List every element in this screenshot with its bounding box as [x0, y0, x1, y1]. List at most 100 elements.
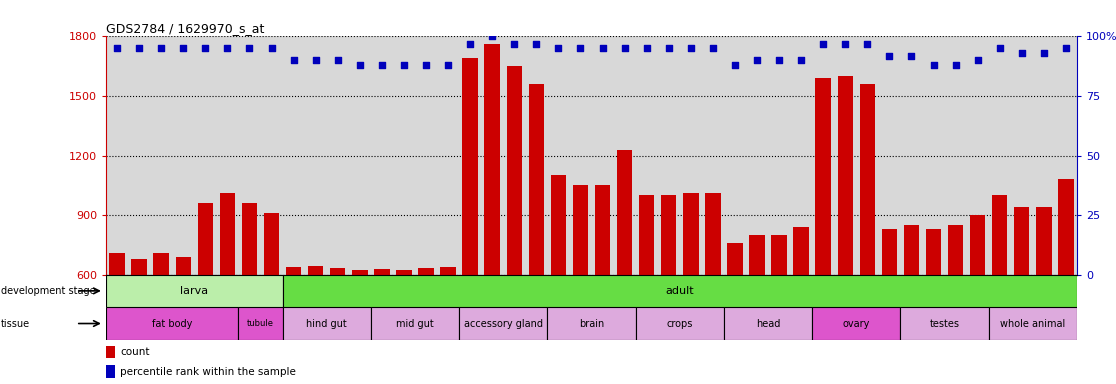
Bar [573, 185, 588, 384]
Point [704, 45, 722, 51]
Bar [816, 78, 831, 384]
Bar [1036, 207, 1051, 384]
Bar [1014, 207, 1029, 384]
Point [858, 41, 876, 47]
Point [637, 45, 655, 51]
Point [196, 45, 214, 51]
Bar [106, 307, 239, 340]
Bar [352, 270, 367, 384]
Point [924, 62, 942, 68]
Bar [728, 243, 742, 384]
Bar [308, 266, 324, 384]
Point [616, 45, 634, 51]
Bar [636, 307, 724, 340]
Bar [106, 275, 282, 307]
Point [1057, 45, 1075, 51]
Point [660, 45, 677, 51]
Point [969, 57, 987, 63]
Bar [239, 307, 282, 340]
Bar [242, 203, 257, 384]
Point [506, 41, 523, 47]
Bar [812, 307, 901, 340]
Bar [507, 66, 522, 384]
Point [329, 57, 347, 63]
Point [881, 53, 898, 59]
Point [350, 62, 368, 68]
Text: brain: brain [579, 318, 604, 329]
Bar [459, 307, 547, 340]
Text: percentile rank within the sample: percentile rank within the sample [121, 367, 296, 377]
Point [108, 45, 126, 51]
Bar [106, 366, 115, 378]
Bar [198, 203, 213, 384]
Point [528, 41, 546, 47]
Bar [947, 225, 963, 384]
Bar [550, 175, 566, 384]
Bar [970, 215, 985, 384]
Point [483, 33, 501, 40]
Text: fat body: fat body [152, 318, 192, 329]
Bar [154, 253, 169, 384]
Bar [617, 150, 633, 384]
Point [285, 57, 302, 63]
Bar [837, 76, 853, 384]
Point [131, 45, 148, 51]
Bar [175, 257, 191, 384]
Bar [462, 58, 478, 384]
Bar [724, 307, 812, 340]
Point [373, 62, 391, 68]
Point [152, 45, 170, 51]
Bar [661, 195, 676, 384]
Bar [418, 268, 434, 384]
Bar [859, 84, 875, 384]
Text: ovary: ovary [843, 318, 870, 329]
Bar [749, 235, 764, 384]
Text: mid gut: mid gut [396, 318, 434, 329]
Point [549, 45, 567, 51]
Bar [263, 213, 279, 384]
Bar [374, 269, 389, 384]
Text: tubule: tubule [247, 319, 275, 328]
Point [219, 45, 237, 51]
Bar [882, 229, 897, 384]
Bar [992, 195, 1008, 384]
Bar [547, 307, 636, 340]
Bar [109, 253, 125, 384]
Point [748, 57, 766, 63]
Bar [286, 266, 301, 384]
Point [792, 57, 810, 63]
Text: count: count [121, 347, 150, 357]
Point [461, 41, 479, 47]
Point [682, 45, 700, 51]
Point [1013, 50, 1031, 56]
Bar [793, 227, 809, 384]
Bar [330, 268, 346, 384]
Bar [595, 185, 610, 384]
Text: tissue: tissue [1, 318, 30, 329]
Text: crops: crops [666, 318, 693, 329]
Point [594, 45, 612, 51]
Bar [441, 266, 455, 384]
Point [727, 62, 744, 68]
Point [174, 45, 192, 51]
Bar [529, 84, 543, 384]
Bar [926, 229, 941, 384]
Text: GDS2784 / 1629970_s_at: GDS2784 / 1629970_s_at [106, 22, 264, 35]
Bar [639, 195, 654, 384]
Text: adult: adult [665, 286, 694, 296]
Text: testes: testes [930, 318, 960, 329]
Text: accessory gland: accessory gland [464, 318, 542, 329]
Point [991, 45, 1009, 51]
Bar [282, 275, 1077, 307]
Point [903, 53, 921, 59]
Point [241, 45, 259, 51]
Bar [989, 307, 1077, 340]
Bar [1058, 179, 1074, 384]
Text: development stage: development stage [1, 286, 96, 296]
Bar [901, 307, 989, 340]
Point [946, 62, 964, 68]
Bar [282, 307, 371, 340]
Bar [484, 45, 500, 384]
Bar [771, 235, 787, 384]
Text: whole animal: whole animal [1000, 318, 1066, 329]
